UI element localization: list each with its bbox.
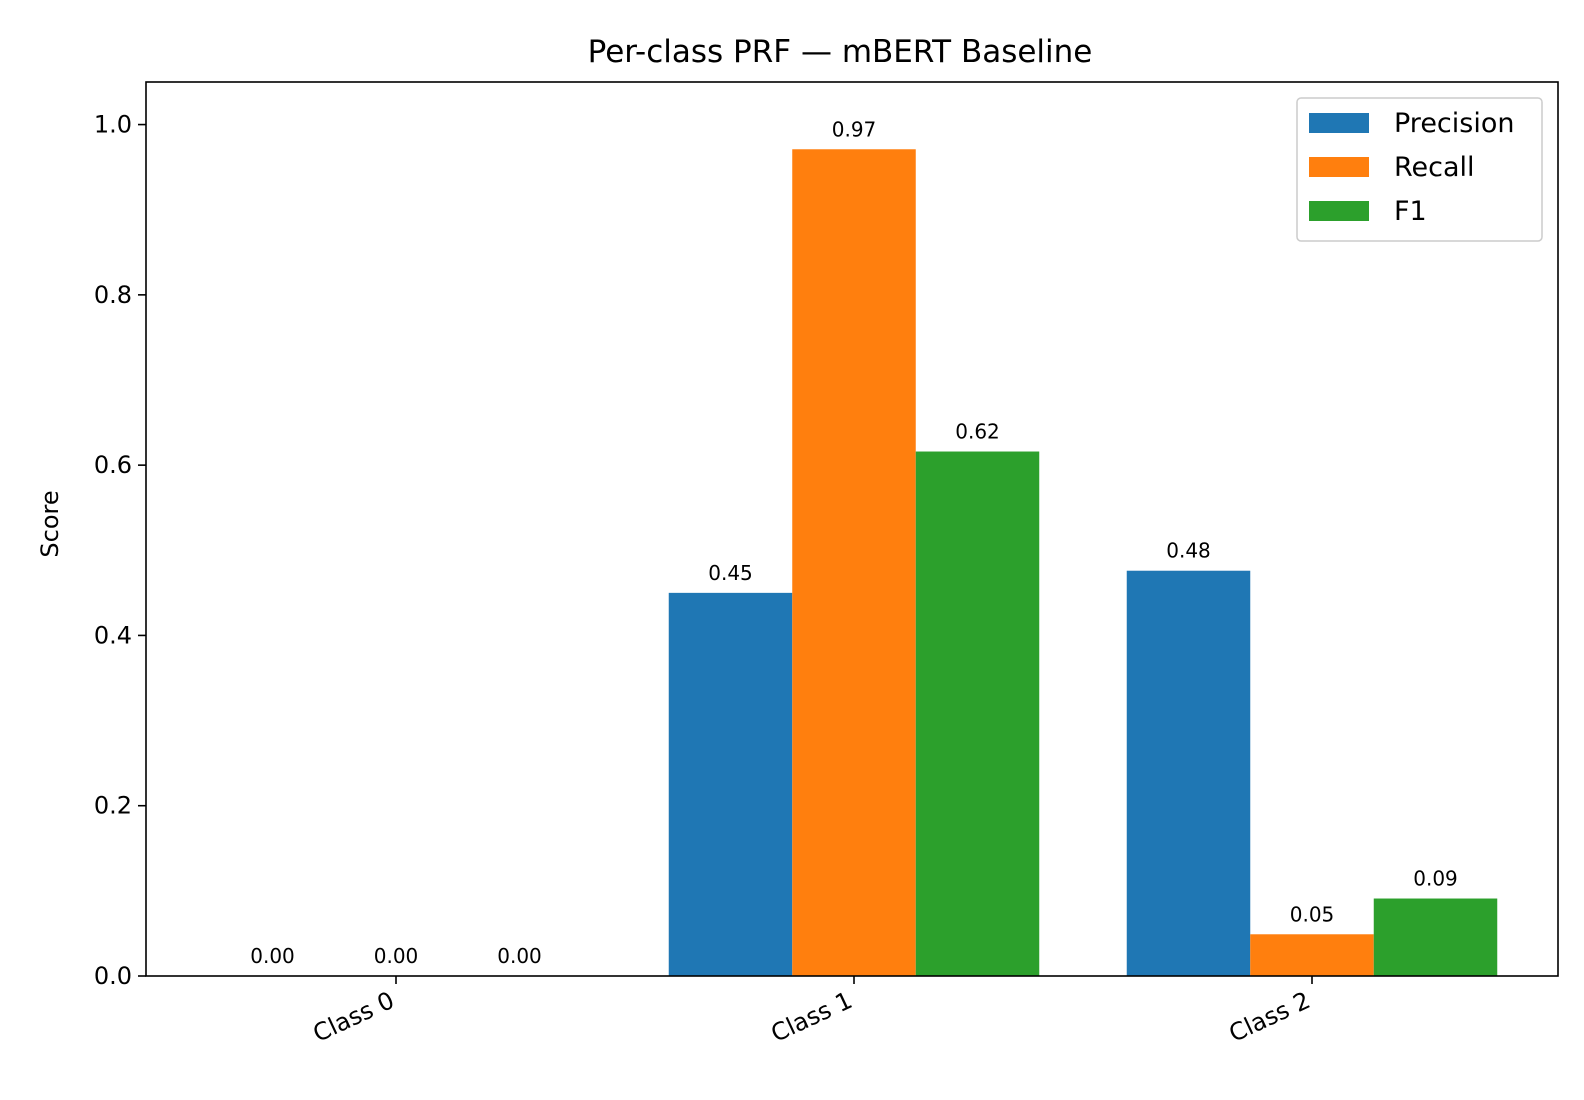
y-tick-label: 0.0 [94, 962, 132, 990]
bar-precision-2 [1126, 570, 1251, 976]
bar-value-label: 0.05 [1290, 902, 1335, 926]
y-tick-label: 0.8 [94, 281, 132, 309]
bar-recall-2 [1250, 934, 1374, 976]
bar-value-label: 0.00 [250, 944, 295, 968]
bar-value-label: 0.09 [1413, 867, 1458, 891]
legend-swatch-f1 [1309, 201, 1369, 221]
bar-precision-1 [668, 592, 793, 976]
bar-value-label: 0.62 [955, 420, 1000, 444]
legend-swatch-recall [1309, 157, 1369, 177]
legend-label-recall: Recall [1394, 152, 1475, 183]
bar-f1-2 [1373, 898, 1498, 976]
y-tick-label: 1.0 [94, 111, 132, 139]
y-axis-label: Score [36, 490, 64, 557]
plot-frame [145, 81, 1559, 977]
y-tick-label: 0.4 [94, 621, 132, 649]
legend-swatch-precision [1309, 113, 1369, 133]
bar-value-label: 0.45 [708, 561, 753, 585]
y-tick-label: 0.2 [94, 792, 132, 820]
y-tick-label: 0.6 [94, 451, 132, 479]
legend: Precision Recall F1 [1296, 97, 1543, 242]
bar-recall-1 [792, 149, 916, 976]
bar-value-label: 0.00 [374, 944, 419, 968]
bar-value-label: 0.97 [832, 117, 877, 141]
bar-f1-1 [915, 451, 1040, 976]
bar-value-label: 0.48 [1166, 539, 1211, 563]
bar-value-label: 0.00 [497, 944, 542, 968]
chart-title: Per-class PRF — mBERT Baseline [588, 34, 1093, 70]
legend-label-precision: Precision [1394, 108, 1514, 139]
legend-label-f1: F1 [1394, 196, 1427, 227]
